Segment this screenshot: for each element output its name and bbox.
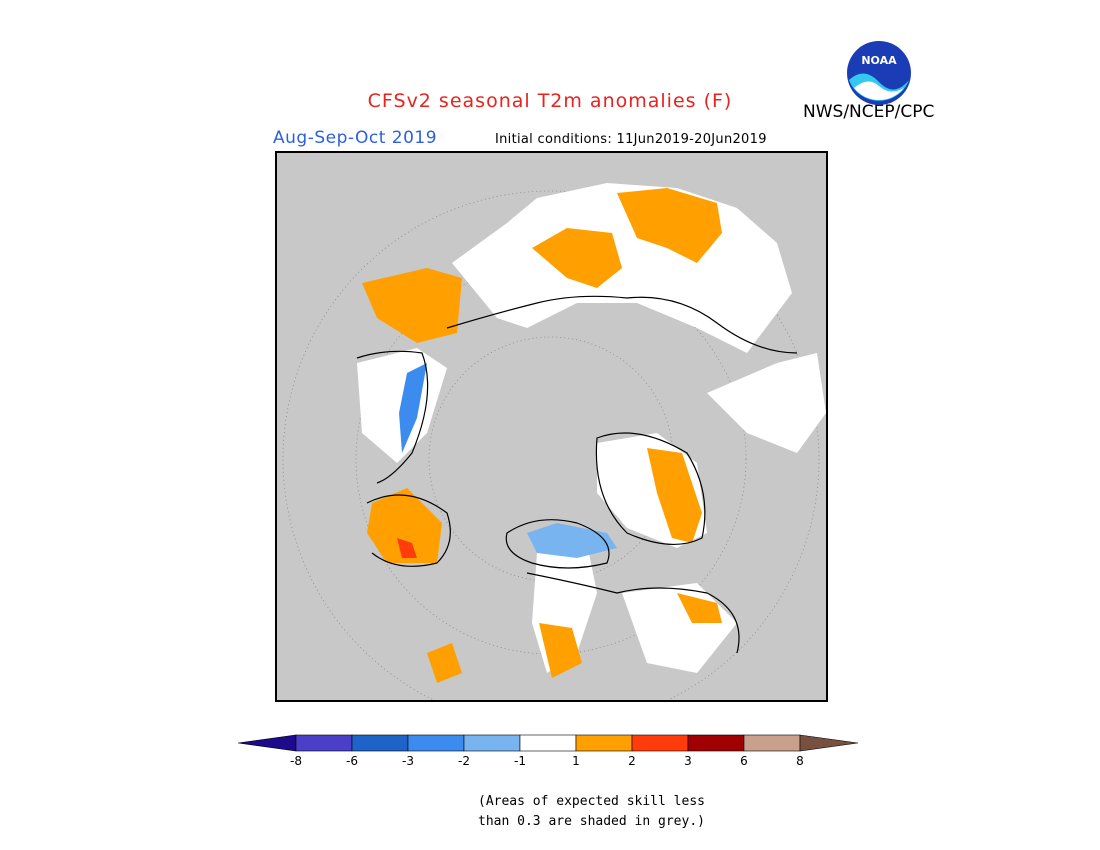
- legend-swatch: [575, 734, 633, 752]
- legend-swatch: [351, 734, 409, 752]
- noaa-logo: NOAA: [847, 41, 911, 105]
- polar-map: [275, 151, 828, 702]
- legend-tick-label: -8: [290, 754, 302, 768]
- legend-swatch-highest: [799, 734, 859, 752]
- skill-note: (Areas of expected skill less than 0.3 a…: [478, 792, 738, 832]
- legend-tick-label: -2: [458, 754, 470, 768]
- region-greenland-warm: [647, 448, 702, 543]
- agency-label: NWS/NCEP/CPC: [803, 102, 935, 122]
- coastline-canada: [526, 572, 740, 654]
- region-europe-warm: [362, 268, 462, 343]
- coastline-greenland: [595, 432, 706, 546]
- legend-swatch-lowest: [238, 734, 297, 752]
- logo-text: NOAA: [861, 54, 897, 67]
- legend-tick-label: 3: [684, 754, 692, 768]
- legend-swatch: [463, 734, 521, 752]
- chart-title: CFSv2 seasonal T2m anomalies (F): [367, 90, 733, 112]
- legend-tick-label: 8: [796, 754, 804, 768]
- region-siberia-warm: [617, 188, 722, 263]
- region-canada-warm: [539, 623, 582, 678]
- season-label: Aug-Sep-Oct 2019: [273, 128, 438, 148]
- region-alaska-warm: [367, 488, 442, 563]
- legend-tick-label: 1: [572, 754, 580, 768]
- region-russia-warm: [532, 228, 622, 288]
- legend-tick-label: -1: [514, 754, 526, 768]
- initial-conditions-label: Initial conditions: 11Jun2019-20Jun2019: [495, 132, 767, 147]
- legend-swatch: [295, 734, 353, 752]
- coastline-arctic-islands: [505, 519, 610, 569]
- region-labrador-cool: [399, 363, 427, 453]
- legend-swatch: [519, 734, 577, 752]
- color-legend: [238, 734, 859, 752]
- latitude-circle-inner: [355, 263, 747, 655]
- region-alaska-hot: [397, 538, 417, 558]
- region-arctic-islands-cool: [527, 523, 617, 558]
- region-east-canada-warm: [677, 593, 722, 623]
- coastline-north-america: [356, 350, 429, 484]
- legend-swatch: [743, 734, 801, 752]
- legend-tick-label: -6: [346, 754, 358, 768]
- legend-swatch: [407, 734, 465, 752]
- region-scandinavia-white: [707, 353, 826, 453]
- latitude-circle-outer: [282, 190, 820, 700]
- skill-note-line2: than 0.3 are shaded in grey.): [478, 814, 705, 829]
- legend-swatch: [687, 734, 745, 752]
- skill-note-line1: (Areas of expected skill less: [478, 794, 705, 809]
- legend-swatch: [631, 734, 689, 752]
- legend-tick-label: 2: [628, 754, 636, 768]
- region-pacific-coast-warm: [427, 643, 462, 683]
- coastline-alaska: [366, 494, 451, 567]
- legend-tick-label: 6: [740, 754, 748, 768]
- legend-tick-label: -3: [402, 754, 414, 768]
- coastline-russia: [446, 295, 798, 354]
